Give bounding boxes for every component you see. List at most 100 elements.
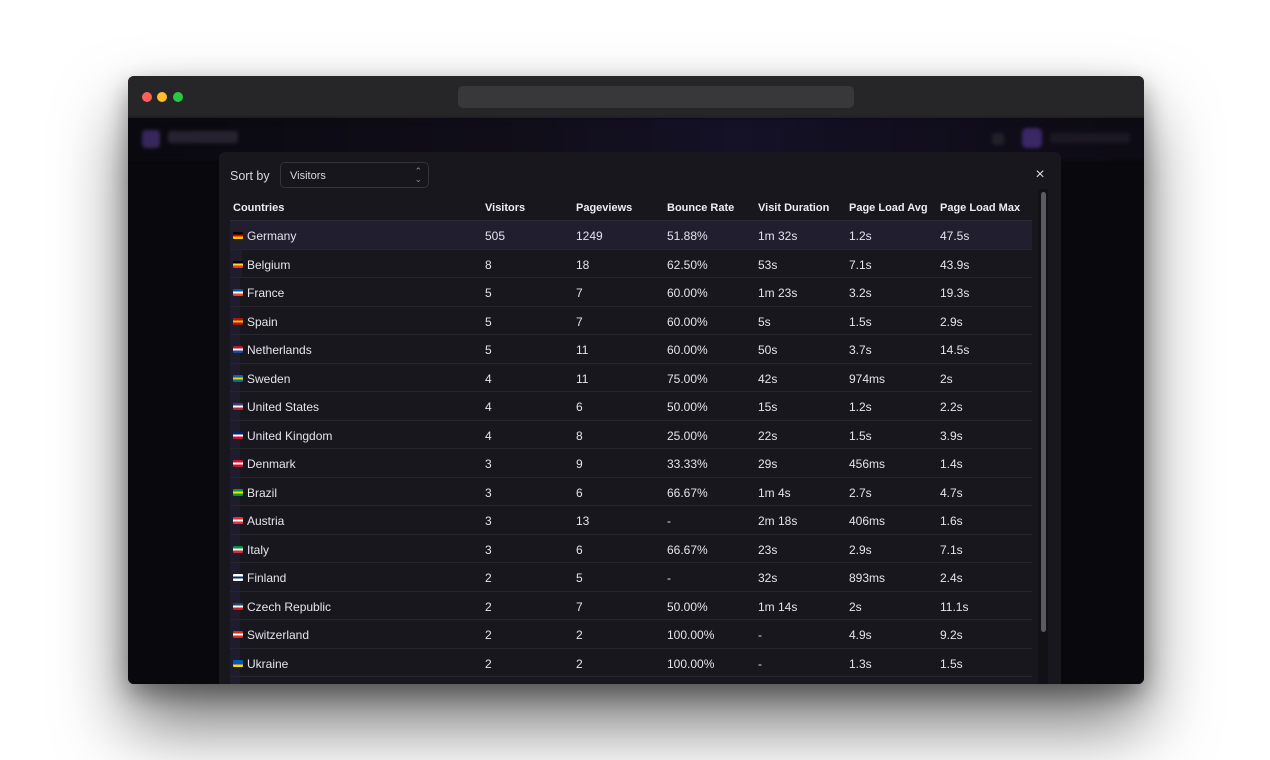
- pageviews-cell: 5: [576, 571, 583, 585]
- flag-icon: [233, 289, 243, 296]
- column-header[interactable]: Page Load Max: [940, 202, 1021, 214]
- pageviews-cell: 7: [576, 599, 583, 614]
- duration-cell: 15s: [758, 400, 778, 414]
- load-avg-cell: 1.3s: [849, 656, 872, 671]
- flag-icon: [233, 317, 243, 325]
- country-cell: United Kingdom: [233, 429, 332, 443]
- table-row[interactable]: United States 4 6 50.00% 15s 1.2s 2.2s: [230, 392, 1032, 421]
- visitors-cell: 3: [485, 485, 492, 500]
- visitors-cell: 4: [485, 428, 492, 443]
- flag-icon: [233, 659, 243, 667]
- flag-icon: [233, 346, 243, 353]
- country-name: France: [247, 286, 285, 300]
- table-row[interactable]: Finland 2 5 - 32s 893ms 2.4s: [230, 563, 1032, 592]
- bounce-cell: 66.67%: [667, 542, 708, 557]
- country-cell: Sweden: [233, 372, 290, 386]
- bounce-cell: 33.33%: [667, 457, 708, 471]
- pageviews-cell: 18: [576, 257, 590, 272]
- column-header[interactable]: Bounce Rate: [667, 202, 735, 214]
- table-row[interactable]: Ukraine 2 2 100.00% - 1.3s 1.5s: [230, 648, 1032, 677]
- pageviews-cell: 2: [576, 628, 583, 642]
- visitors-cell: 4: [485, 400, 492, 414]
- visitors-cell: 2: [485, 599, 492, 614]
- bounce-cell: 66.67%: [667, 485, 708, 500]
- pageviews-cell: 1249: [576, 229, 603, 243]
- country-name: United Kingdom: [247, 428, 333, 443]
- country-name: Italy: [247, 542, 270, 557]
- table-row[interactable]: Netherlands 5 11 60.00% 50s 3.7s 14.5s: [230, 335, 1032, 364]
- column-header[interactable]: Visit Duration: [758, 202, 830, 214]
- table-row[interactable]: Sweden 4 11 75.00% 42s 974ms 2s: [230, 363, 1032, 392]
- pageviews-cell: 2: [576, 656, 583, 671]
- table-row[interactable]: Italy 3 6 66.67% 23s 2.9s 7.1s: [230, 534, 1032, 563]
- visitors-cell: 2: [485, 571, 492, 585]
- scrollbar[interactable]: [1038, 189, 1048, 684]
- bounce-cell: 51.88%: [667, 229, 708, 243]
- load-avg-cell: 2.9s: [849, 542, 872, 557]
- table-row[interactable]: United Kingdom 4 8 25.00% 22s 1.5s 3.9s: [230, 420, 1032, 449]
- load-max-cell: 9.2s: [940, 628, 963, 642]
- load-max-cell: 7.1s: [940, 542, 963, 557]
- flag-icon: [233, 374, 243, 382]
- flag-icon: [233, 460, 243, 467]
- country-name: United States: [247, 400, 320, 414]
- duration-cell: 32s: [758, 571, 778, 585]
- duration-cell: -: [758, 628, 762, 642]
- country-name: Belgium: [247, 257, 291, 272]
- table-row[interactable]: Germany 505 1249 51.88% 1m 32s 1.2s 47.5s: [230, 221, 1032, 250]
- browser-window: Sort by Visitors ⌃ ⌄ × Countries Visitors P…: [128, 76, 1144, 684]
- table-row[interactable]: Afghanistan11100.00%-662ms662ms: [230, 677, 1032, 684]
- column-header[interactable]: Countries: [233, 202, 285, 214]
- table-row[interactable]: Austria 3 13 - 2m 18s 406ms 1.6s: [230, 506, 1032, 535]
- visitors-cell: 2: [485, 656, 492, 671]
- close-modal-button[interactable]: ×: [1035, 166, 1045, 183]
- duration-cell: 50s: [758, 343, 778, 357]
- country-cell: Czech Republic: [233, 600, 331, 614]
- column-header[interactable]: Page Load Avg: [849, 202, 928, 214]
- address-bar[interactable]: [458, 86, 854, 108]
- close-window-button[interactable]: [142, 92, 152, 102]
- avatar: [1022, 128, 1042, 148]
- countries-modal: Sort by Visitors ⌃ ⌄ × Countries Visitors P…: [219, 152, 1061, 684]
- duration-cell: 22s: [758, 428, 778, 443]
- moon-icon: [992, 133, 1004, 145]
- country-name: Sweden: [247, 371, 291, 386]
- load-max-cell: 2.4s: [940, 571, 963, 585]
- duration-cell: 1m 14s: [758, 599, 798, 614]
- column-header[interactable]: Pageviews: [576, 202, 633, 214]
- table-row[interactable]: Czech Republic 2 7 50.00% 1m 14s 2s 11.1s: [230, 591, 1032, 620]
- pageviews-cell: 6: [576, 485, 583, 500]
- load-avg-cell: 2s: [849, 599, 862, 614]
- table-row[interactable]: Switzerland 2 2 100.00% - 4.9s 9.2s: [230, 620, 1032, 649]
- flag-icon: [233, 260, 243, 268]
- country-name: Austria: [247, 514, 285, 528]
- bounce-cell: 100.00%: [667, 656, 715, 671]
- load-avg-cell: 1.2s: [849, 229, 872, 243]
- table-row[interactable]: Brazil 3 6 66.67% 1m 4s 2.7s 4.7s: [230, 477, 1032, 506]
- country-name: Spain: [247, 314, 278, 329]
- table-row[interactable]: Spain 5 7 60.00% 5s 1.5s 2.9s: [230, 306, 1032, 335]
- scrollbar-thumb[interactable]: [1041, 192, 1046, 632]
- country-cell: Switzerland: [233, 628, 309, 642]
- table-row[interactable]: Belgium 8 18 62.50% 53s 7.1s 43.9s: [230, 249, 1032, 278]
- country-cell: Germany: [233, 229, 296, 243]
- country-name: Ukraine: [247, 656, 289, 671]
- country-cell: Italy: [233, 543, 269, 557]
- visitors-cell: 505: [485, 229, 506, 243]
- maximize-window-button[interactable]: [173, 92, 183, 102]
- sort-by-select[interactable]: Visitors ⌃ ⌄: [280, 162, 429, 188]
- table-row[interactable]: France 5 7 60.00% 1m 23s 3.2s 19.3s: [230, 278, 1032, 307]
- bounce-cell: -: [667, 571, 671, 585]
- country-cell: France: [233, 286, 284, 300]
- visitors-cell: 8: [485, 257, 492, 272]
- flag-icon: [233, 574, 243, 581]
- minimize-window-button[interactable]: [157, 92, 167, 102]
- column-header[interactable]: Visitors: [485, 202, 526, 214]
- flag-icon: [233, 431, 243, 439]
- country-cell: Spain: [233, 315, 278, 329]
- bounce-cell: 75.00%: [667, 371, 708, 386]
- load-max-cell: 19.3s: [940, 286, 970, 300]
- load-max-cell: 2s: [940, 371, 953, 386]
- table-row[interactable]: Denmark 3 9 33.33% 29s 456ms 1.4s: [230, 449, 1032, 478]
- country-cell: Belgium: [233, 258, 290, 272]
